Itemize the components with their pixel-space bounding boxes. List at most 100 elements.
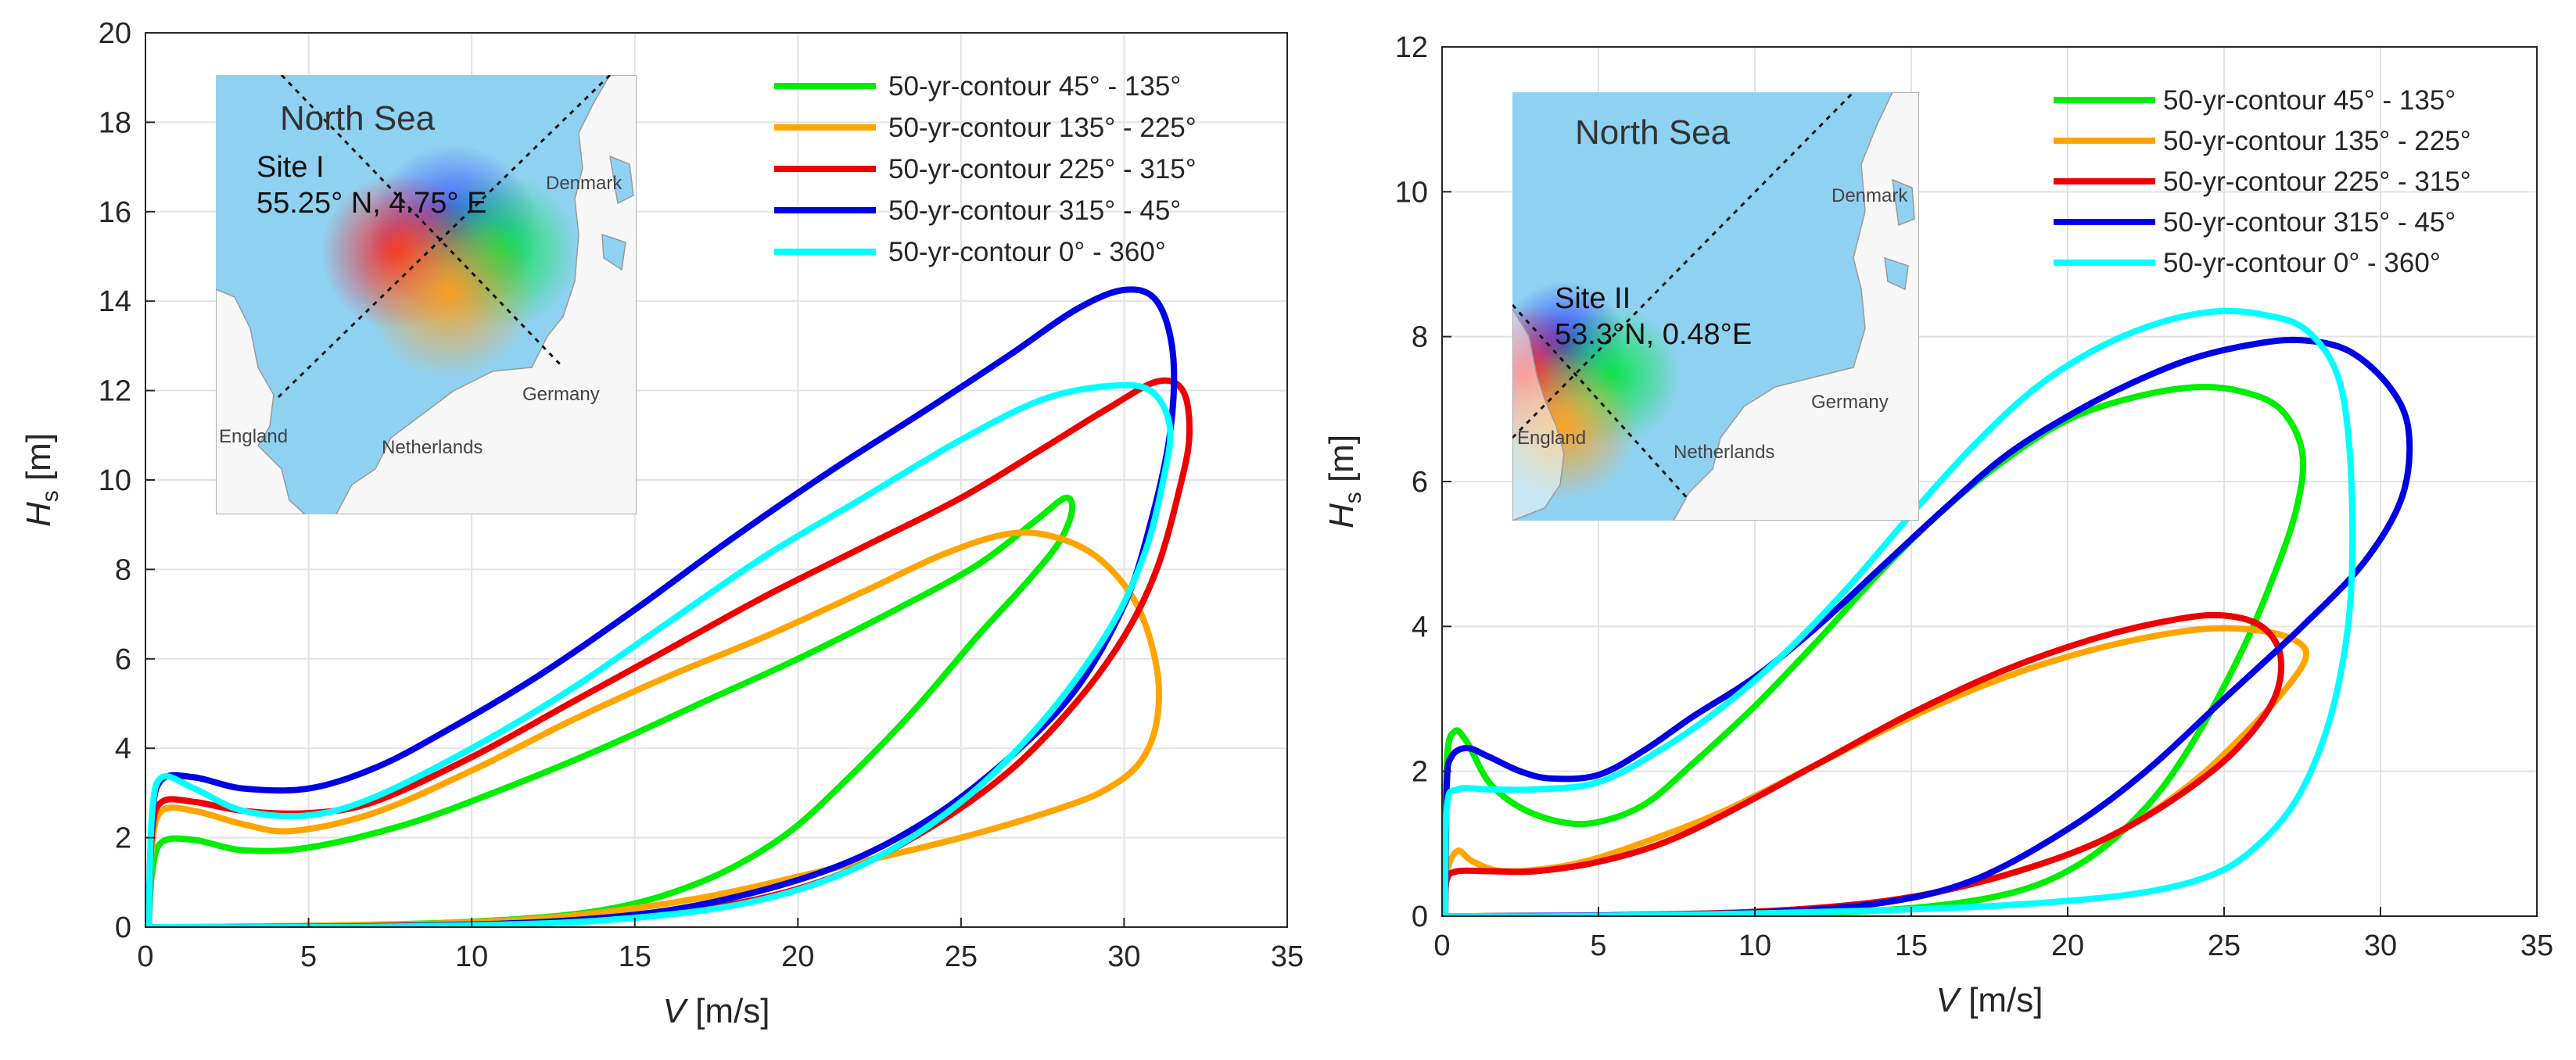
- x-tick-label: 25: [945, 940, 978, 973]
- country-netherlands: Netherlands: [1674, 442, 1774, 463]
- y-axis-label: Hs [m]: [1322, 435, 1366, 528]
- legend-entry: 50-yr-contour 315° - 45°: [2054, 207, 2456, 238]
- site-name: Site I: [257, 151, 325, 184]
- legend-entry: 50-yr-contour 0° - 360°: [2054, 248, 2441, 278]
- y-tick-label: 10: [1395, 176, 1428, 209]
- svg-text:50-yr-contour 45° - 135°: 50-yr-contour 45° - 135°: [888, 71, 1181, 102]
- land-continent: [1673, 92, 1919, 521]
- country-denmark: Denmark: [1832, 185, 1908, 206]
- country-netherlands: Netherlands: [382, 437, 483, 458]
- legend-entry: 50-yr-contour 315° - 45°: [774, 195, 1181, 226]
- legend-entry: 50-yr-contour 45° - 135°: [774, 71, 1181, 102]
- y-tick-label: 8: [115, 553, 131, 586]
- y-axis-label: Hs [m]: [20, 433, 63, 527]
- x-tick-label: 15: [619, 940, 651, 973]
- country-denmark: Denmark: [546, 173, 622, 194]
- y-tick-label: 12: [99, 375, 131, 408]
- contour-curves: [1442, 307, 2413, 916]
- legend-entry: 50-yr-contour 0° - 360°: [774, 237, 1166, 267]
- contour-line: [145, 529, 1162, 927]
- x-tick-label: 35: [1271, 940, 1304, 973]
- contour-line: [1442, 307, 2356, 916]
- y-tick-label: 18: [99, 106, 131, 139]
- x-tick-label: 10: [1738, 929, 1771, 962]
- svg-text:50-yr-contour 45° - 135°: 50-yr-contour 45° - 135°: [2163, 85, 2456, 116]
- inset-map: North Sea Site I 55.25° N, 4.75° E Denma…: [216, 75, 637, 514]
- y-tick-label: 6: [1412, 466, 1428, 499]
- svg-text:50-yr-contour 135° - 225°: 50-yr-contour 135° - 225°: [2163, 126, 2471, 156]
- map-sea-label: North Sea: [1575, 113, 1731, 152]
- y-tick-label: 0: [1412, 901, 1428, 933]
- y-tick-label: 16: [99, 196, 131, 229]
- y-tick-label: 10: [99, 464, 131, 497]
- x-tick-label: 0: [137, 940, 153, 973]
- x-tick-label: 5: [300, 940, 317, 973]
- contour-line: [145, 286, 1178, 927]
- x-tick-label: 0: [1433, 929, 1450, 962]
- y-tick-labels: 0 2 4 6 8 10 12: [1395, 31, 1451, 933]
- sector-line-a: [1512, 303, 1691, 502]
- x-axis-label: V [m/s]: [1936, 981, 2043, 1019]
- x-tick-label: 30: [1107, 940, 1140, 973]
- chart-panel-left: 0 5 10 15 20 25 30 35 0 2 4 6 8 10 12 14 16 18 20 V [m/s]…: [20, 17, 1304, 1030]
- sector-line-a: [280, 75, 565, 369]
- legend-entry: 50-yr-contour 135° - 225°: [2054, 126, 2471, 156]
- x-tick-label: 35: [2520, 929, 2553, 962]
- svg-text:50-yr-contour 225° - 315°: 50-yr-contour 225° - 315°: [888, 154, 1197, 184]
- legend: 50-yr-contour 45° - 135° 50-yr-contour 1…: [774, 71, 1197, 267]
- land-islands: [1884, 178, 1915, 291]
- land-uk: [1512, 307, 1565, 521]
- land-continent: [335, 75, 637, 514]
- y-tick-label: 4: [115, 732, 131, 765]
- land-islands: [601, 155, 634, 271]
- y-tick-label: 12: [1395, 31, 1428, 64]
- legend-entry: 50-yr-contour 135° - 225°: [774, 113, 1197, 143]
- svg-text:50-yr-contour 0° - 360°: 50-yr-contour 0° - 360°: [888, 237, 1166, 267]
- y-tick-label: 20: [99, 17, 131, 50]
- x-tick-labels: 0 5 10 15 20 25 30 35: [1433, 907, 2553, 962]
- inset-map: North Sea Site II 53.3°N, 0.48°E Denmark…: [1512, 92, 1919, 521]
- y-tick-label: 4: [1412, 611, 1428, 643]
- sector-orange: [364, 207, 536, 379]
- x-tick-label: 15: [1895, 929, 1928, 962]
- legend-entry: 50-yr-contour 225° - 315°: [774, 154, 1197, 184]
- x-tick-label: 20: [2051, 929, 2084, 962]
- contour-line: [145, 381, 1174, 927]
- site-name: Site II: [1555, 282, 1631, 315]
- x-tick-label: 10: [455, 940, 488, 973]
- svg-text:50-yr-contour 315° - 45°: 50-yr-contour 315° - 45°: [888, 195, 1181, 226]
- y-tick-labels: 0 2 4 6 8 10 12 14 16 18 20: [99, 17, 155, 944]
- svg-text:50-yr-contour 0° - 360°: 50-yr-contour 0° - 360°: [2163, 248, 2441, 278]
- contour-line: [1442, 336, 2413, 916]
- x-tick-label: 20: [781, 940, 814, 973]
- legend: 50-yr-contour 45° - 135° 50-yr-contour 1…: [2054, 85, 2471, 278]
- y-tick-label: 2: [115, 822, 131, 855]
- country-england: England: [219, 426, 288, 447]
- y-tick-label: 0: [115, 911, 131, 944]
- site-coords: 55.25° N, 4.75° E: [257, 187, 486, 220]
- svg-text:50-yr-contour 225° - 315°: 50-yr-contour 225° - 315°: [2163, 167, 2471, 197]
- legend-entry: 50-yr-contour 45° - 135°: [2054, 85, 2456, 116]
- country-england: England: [1517, 428, 1586, 449]
- svg-text:50-yr-contour 315° - 45°: 50-yr-contour 315° - 45°: [2163, 207, 2456, 238]
- contour-line: [1442, 383, 2307, 916]
- svg-text:50-yr-contour 135° - 225°: 50-yr-contour 135° - 225°: [888, 113, 1197, 143]
- y-tick-label: 6: [115, 643, 131, 676]
- country-germany: Germany: [1811, 392, 1889, 413]
- x-axis-label: V [m/s]: [663, 992, 770, 1030]
- land-uk: [216, 288, 307, 514]
- y-tick-label: 8: [1412, 321, 1428, 354]
- x-tick-label: 25: [2208, 929, 2241, 962]
- map-sea-label: North Sea: [280, 99, 436, 138]
- x-tick-label: 30: [2364, 929, 2397, 962]
- country-germany: Germany: [522, 384, 600, 405]
- site-coords: 53.3°N, 0.48°E: [1555, 318, 1752, 351]
- legend-entry: 50-yr-contour 225° - 315°: [2054, 167, 2471, 197]
- y-tick-label: 14: [99, 285, 131, 318]
- x-tick-label: 5: [1590, 929, 1606, 962]
- y-tick-label: 2: [1412, 756, 1428, 789]
- contour-curves: [145, 286, 1193, 927]
- x-tick-labels: 0 5 10 15 20 25 30 35: [137, 918, 1304, 973]
